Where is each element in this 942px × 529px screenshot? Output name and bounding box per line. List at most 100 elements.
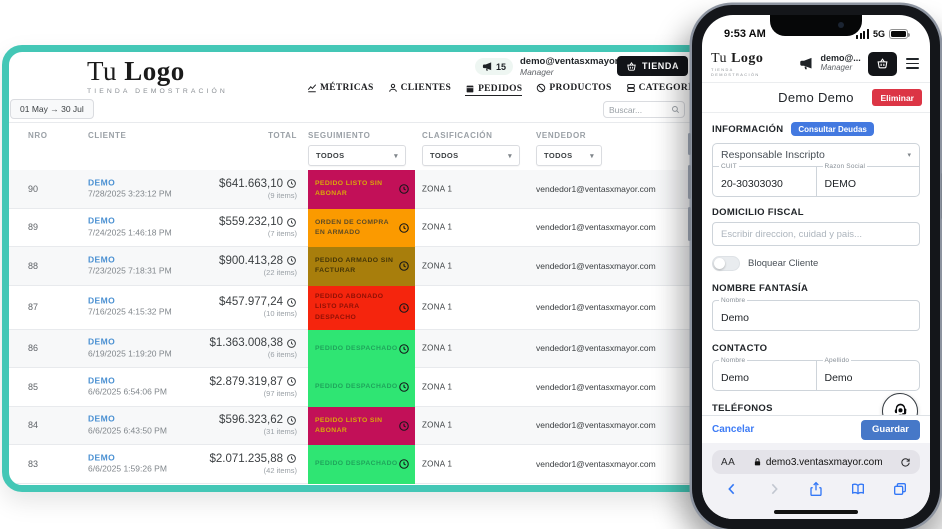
reader-button[interactable]: AA <box>721 456 736 468</box>
forward-button[interactable] <box>766 481 782 497</box>
date-range-filter[interactable]: 01 May → 30 Jul <box>10 99 94 119</box>
home-indicator[interactable] <box>774 510 858 514</box>
status-badge[interactable]: PEDIDO LISTO SIN ABONAR <box>308 170 415 209</box>
order-total: $1.363.008,38 <box>209 337 283 350</box>
status-badge[interactable]: PEDIDO ABONADO LISTO PARA DESPACHO <box>308 285 415 330</box>
headset-agent-icon <box>894 403 906 415</box>
status-badge[interactable]: PEDIDO ARMADO SIN FACTURAR <box>308 247 415 286</box>
table-header: NRO CLIENTE TOTAL SEGUIMIENTO CLASIFICAC… <box>9 122 867 144</box>
address-input[interactable] <box>721 228 911 240</box>
client-link[interactable]: DEMO <box>88 336 116 347</box>
client-link[interactable]: DEMO <box>88 452 116 463</box>
contact-first-name-field[interactable]: Nombre Demo <box>719 357 750 384</box>
order-number: 85 <box>28 381 39 392</box>
refresh-button[interactable] <box>900 457 911 468</box>
status-badge[interactable]: ORDEN DE COMPRA EN ARMADO <box>308 208 415 247</box>
chevron-down-icon: ▾ <box>907 152 911 159</box>
client-link[interactable]: DEMO <box>88 413 116 424</box>
fantasy-name-field[interactable]: Nombre Demo <box>712 297 920 331</box>
history-clock-icon <box>287 217 296 227</box>
order-number: 83 <box>28 458 39 469</box>
bookmarks-button[interactable] <box>850 481 866 497</box>
order-total: $2.071.235,88 <box>209 452 283 465</box>
chart-icon <box>307 84 317 93</box>
delete-button[interactable]: Eliminar <box>872 89 922 106</box>
clasificacion-filter[interactable]: TODOS ▾ <box>422 145 520 166</box>
history-clock-icon <box>399 382 409 393</box>
hamburger-menu-icon[interactable] <box>904 55 921 72</box>
save-button[interactable]: Guardar <box>861 419 920 440</box>
order-zone: ZONA 1 <box>422 184 453 194</box>
address-bar[interactable]: AA demo3.ventasxmayor.com <box>712 450 920 474</box>
vendedor-filter[interactable]: TODOS ▾ <box>536 145 602 166</box>
lock-icon <box>754 458 760 466</box>
order-number: 84 <box>28 420 39 431</box>
address-field[interactable] <box>712 222 920 246</box>
history-clock-icon <box>399 222 409 233</box>
back-button[interactable] <box>724 481 740 497</box>
user-info[interactable]: demo@... Manager <box>821 53 861 73</box>
category-icon <box>626 83 635 93</box>
url-text: demo3.ventasxmayor.com <box>765 456 883 468</box>
order-row[interactable]: 85 DEMO 6/6/2025 6:54:06 PM $2.879.319,8… <box>9 368 867 407</box>
contact-last-name-field[interactable]: Apellido Demo <box>815 357 920 390</box>
order-row[interactable]: 89 DEMO 7/24/2025 1:46:18 PM $559.232,10… <box>9 208 867 247</box>
phone-notch <box>770 15 862 36</box>
client-link[interactable]: DEMO <box>88 177 116 188</box>
order-items-count: (7 items) <box>267 229 297 239</box>
section-telefonos: TELÉFONOS <box>712 403 773 414</box>
order-datetime: 6/19/2025 1:19:20 PM <box>88 348 172 359</box>
client-link[interactable]: DEMO <box>88 295 116 306</box>
filter-row: TODOS ▾ TODOS ▾ TODOS ▾ <box>9 144 867 170</box>
chevron-down-icon: ▾ <box>394 152 398 160</box>
volume-up-button <box>688 165 691 199</box>
basket-icon <box>877 58 888 69</box>
status-badge[interactable]: PEDIDO LISTO SIN ABONAR <box>308 406 415 445</box>
block-client-toggle[interactable] <box>712 256 740 271</box>
tabs-button[interactable] <box>892 481 908 497</box>
order-vendor: vendedor1@ventasxmayor.com <box>536 183 656 194</box>
client-link[interactable]: DEMO <box>88 375 116 386</box>
cancel-button[interactable]: Cancelar <box>712 424 755 435</box>
client-link[interactable]: DEMO <box>88 215 116 226</box>
cuit-field[interactable]: CUIT 20-30303030 <box>713 163 816 196</box>
share-button[interactable] <box>808 481 824 497</box>
order-zone: ZONA 1 <box>422 420 453 430</box>
order-items-count: (97 items) <box>263 388 297 398</box>
nombre-label: Nombre <box>719 297 748 304</box>
client-link[interactable]: DEMO <box>88 254 116 265</box>
order-items-count: (9 items) <box>267 190 297 200</box>
nav-pedidos[interactable]: PEDIDOS <box>465 84 523 96</box>
razon-social-value: DEMO <box>824 178 857 190</box>
order-number: 89 <box>28 222 39 233</box>
user-info[interactable]: demo@ventasxmayor.com Manager <box>520 56 640 78</box>
status-badge[interactable]: PEDIDO DESPACHADO <box>308 368 415 407</box>
nav-categorias[interactable]: CATEGORÍAS <box>626 83 705 96</box>
status-badge[interactable]: PEDIDO DESPACHADO <box>308 445 415 484</box>
nav-clientes[interactable]: CLIENTES <box>388 83 451 96</box>
logo-tagline: TIENDA DEMOSTRACIÓN <box>87 88 228 95</box>
order-vendor: vendedor1@ventasxmayor.com <box>536 381 656 392</box>
search-box[interactable] <box>603 101 685 118</box>
client-title-bar: Demo Demo Eliminar <box>702 83 930 113</box>
nav-productos[interactable]: PRODUCTOS <box>536 83 611 96</box>
search-input[interactable] <box>609 104 667 115</box>
seguimiento-filter[interactable]: TODOS ▾ <box>308 145 406 166</box>
order-number: 87 <box>28 302 39 312</box>
razon-social-field[interactable]: Razon Social DEMO <box>815 163 920 196</box>
store-button[interactable]: TIENDA <box>617 56 689 76</box>
nav-metricas[interactable]: MÉTRICAS <box>307 83 374 96</box>
order-zone: ZONA 1 <box>422 382 453 392</box>
tax-type-select[interactable]: Responsable Inscripto ▾ <box>721 149 911 161</box>
megaphone-icon[interactable] <box>799 56 814 71</box>
support-agent-button[interactable] <box>882 393 918 415</box>
order-row[interactable]: 83 DEMO 6/6/2025 1:59:26 PM $2.071.235,8… <box>9 445 867 484</box>
status-badge[interactable]: PEDIDO DESPACHADO <box>308 329 415 368</box>
store-button[interactable] <box>867 51 897 76</box>
battery-icon <box>889 29 911 39</box>
order-number: 86 <box>28 343 39 354</box>
history-clock-icon <box>287 454 296 464</box>
consultar-deudas-button[interactable]: Consultar Deudas <box>791 122 874 136</box>
order-row[interactable]: 87 DEMO 7/16/2025 4:15:32 PM $457.977,24… <box>9 285 867 330</box>
notifications-pill[interactable]: 15 <box>475 58 514 75</box>
